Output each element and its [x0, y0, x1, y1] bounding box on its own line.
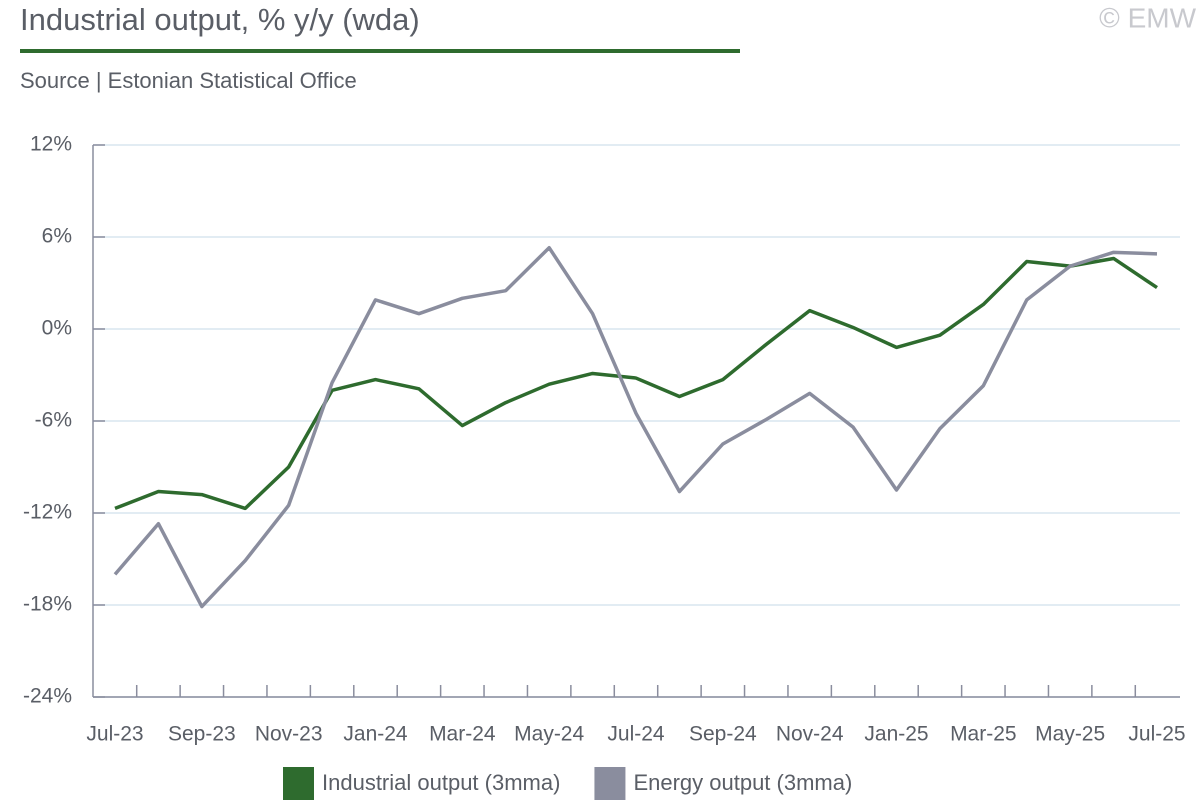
legend-label: Industrial output (3mma)	[322, 770, 560, 795]
x-tick-label: Nov-23	[255, 723, 323, 746]
chart-title: Industrial output, % y/y (wda)	[20, 2, 420, 37]
x-tick-label: Jul-25	[1128, 723, 1185, 746]
legend-swatch	[594, 767, 626, 800]
x-tick-label: May-25	[1035, 723, 1105, 746]
subtitle: Source | Estonian Statistical Office	[20, 68, 357, 93]
x-tick-label: May-24	[514, 723, 584, 746]
x-tick-label: Jul-24	[607, 723, 665, 746]
legend-label: Energy output (3mma)	[633, 770, 852, 795]
x-tick-label: Jul-23	[86, 723, 143, 746]
x-tick-label: Nov-24	[776, 723, 844, 746]
y-tick-label: 12%	[30, 133, 72, 156]
y-tick-label: -18%	[23, 593, 72, 616]
x-tick-label: Sep-24	[689, 723, 757, 746]
y-tick-label: 6%	[42, 225, 72, 248]
line-series	[114, 256, 1158, 511]
y-tick-label: -24%	[23, 685, 72, 708]
x-tick-label: Mar-24	[429, 723, 496, 746]
copyright: © EMW	[1099, 2, 1196, 33]
x-tick-label: Mar-25	[950, 723, 1017, 746]
legend-swatch	[283, 767, 314, 800]
x-tick-label: Sep-23	[168, 723, 236, 746]
y-tick-label: 0%	[42, 317, 72, 340]
x-tick-label: Jan-24	[343, 723, 408, 746]
y-tick-label: -12%	[23, 501, 72, 524]
line-series	[113, 245, 1158, 609]
x-tick-label: Jan-25	[864, 723, 928, 746]
y-tick-label: -6%	[35, 409, 72, 432]
